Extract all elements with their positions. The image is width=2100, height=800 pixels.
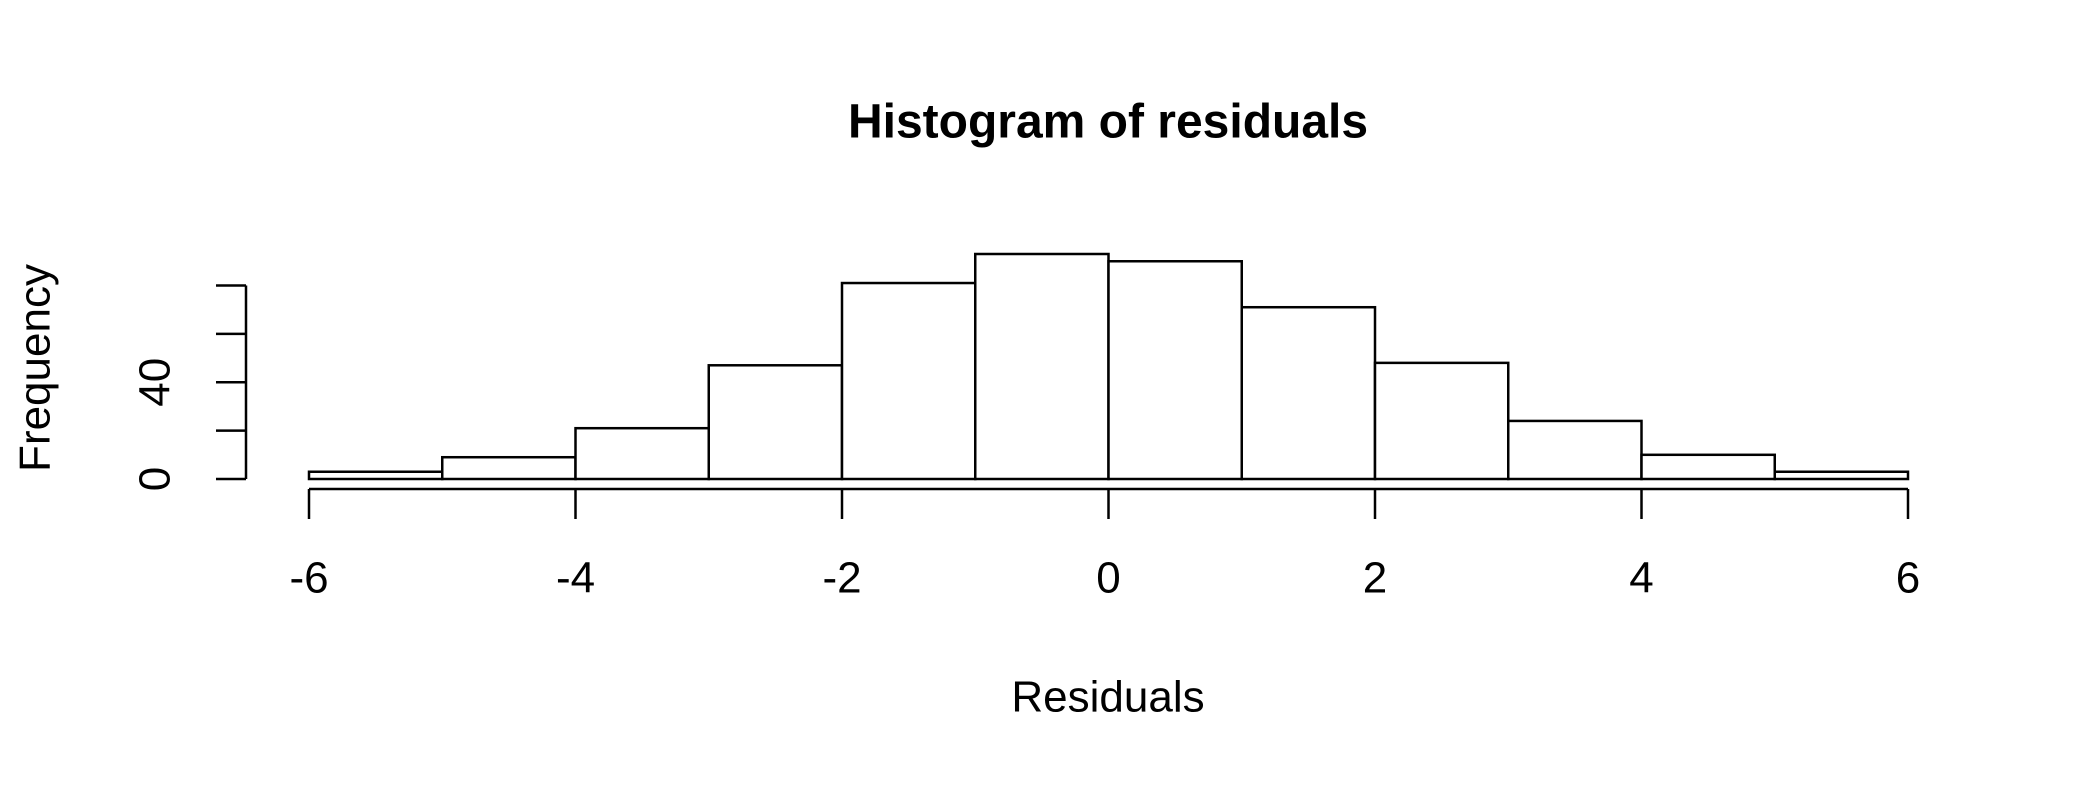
bar bbox=[1773, 470, 1910, 481]
x-tick-label: 6 bbox=[1896, 554, 1920, 603]
y-axis-label: Frequency bbox=[11, 264, 60, 472]
x-tick-label: -4 bbox=[556, 554, 595, 603]
bar bbox=[707, 364, 844, 481]
x-tick-label: -6 bbox=[289, 554, 328, 603]
x-axis-label: Residuals bbox=[1011, 673, 1204, 722]
bar bbox=[840, 281, 977, 481]
bar bbox=[974, 252, 1110, 481]
bar bbox=[1373, 361, 1510, 481]
bar bbox=[1640, 453, 1776, 481]
y-tick-label: 0 bbox=[131, 467, 180, 491]
x-tick-label: 0 bbox=[1096, 554, 1120, 603]
x-tick-label: 2 bbox=[1363, 554, 1387, 603]
x-tick-label: 4 bbox=[1629, 554, 1653, 603]
chart-title: Histogram of residuals bbox=[848, 96, 1368, 149]
x-tick-label: -2 bbox=[822, 554, 861, 603]
bar bbox=[307, 470, 444, 481]
bar bbox=[1507, 419, 1643, 481]
bar bbox=[1107, 260, 1243, 481]
y-tick-label: 40 bbox=[131, 358, 180, 407]
bar bbox=[1240, 305, 1377, 481]
bar bbox=[441, 455, 577, 481]
bar bbox=[574, 426, 710, 481]
